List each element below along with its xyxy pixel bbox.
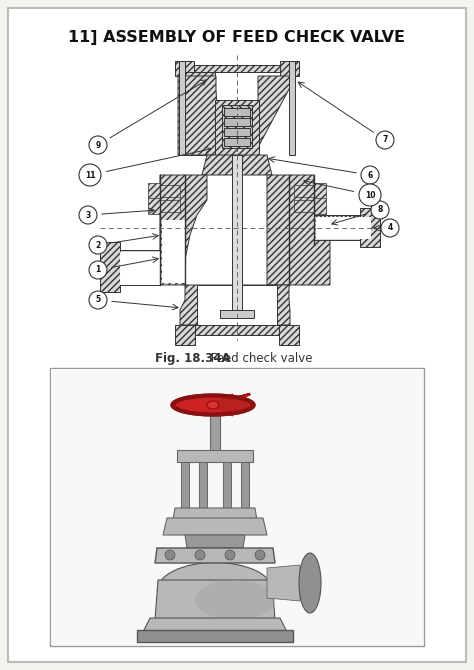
Text: 5: 5 — [95, 295, 100, 304]
Polygon shape — [267, 565, 300, 601]
Polygon shape — [175, 65, 299, 72]
Circle shape — [89, 236, 107, 254]
Circle shape — [225, 550, 235, 560]
Polygon shape — [180, 285, 290, 325]
Polygon shape — [199, 462, 207, 510]
Circle shape — [371, 201, 389, 219]
Polygon shape — [143, 618, 287, 632]
Polygon shape — [280, 61, 299, 76]
FancyBboxPatch shape — [8, 8, 466, 662]
Circle shape — [376, 131, 394, 149]
Text: 11: 11 — [85, 170, 95, 180]
Polygon shape — [279, 325, 299, 345]
Polygon shape — [220, 310, 254, 318]
Polygon shape — [294, 200, 319, 212]
Polygon shape — [241, 462, 249, 510]
Polygon shape — [224, 118, 250, 126]
Text: 8: 8 — [377, 206, 383, 214]
Polygon shape — [294, 185, 319, 197]
Polygon shape — [181, 462, 189, 510]
Circle shape — [255, 550, 265, 560]
Polygon shape — [148, 183, 160, 199]
Polygon shape — [162, 220, 184, 282]
Polygon shape — [185, 535, 245, 548]
Polygon shape — [215, 100, 259, 155]
Circle shape — [79, 206, 97, 224]
Polygon shape — [160, 175, 207, 285]
Circle shape — [89, 261, 107, 279]
Ellipse shape — [157, 563, 273, 618]
Ellipse shape — [171, 395, 255, 415]
Polygon shape — [210, 409, 220, 450]
Polygon shape — [232, 155, 242, 310]
Text: Feed check valve: Feed check valve — [207, 352, 312, 365]
Polygon shape — [155, 185, 180, 197]
Polygon shape — [267, 175, 330, 285]
Text: 3: 3 — [85, 210, 91, 220]
FancyBboxPatch shape — [51, 369, 423, 645]
Circle shape — [165, 550, 175, 560]
Polygon shape — [182, 72, 215, 155]
Polygon shape — [360, 208, 380, 247]
Polygon shape — [254, 76, 296, 155]
Circle shape — [359, 184, 381, 206]
Polygon shape — [222, 105, 252, 148]
Polygon shape — [314, 183, 326, 199]
Text: 4: 4 — [387, 224, 392, 232]
Polygon shape — [137, 630, 293, 642]
Polygon shape — [179, 61, 185, 155]
Polygon shape — [173, 508, 257, 520]
Ellipse shape — [195, 580, 275, 620]
Text: 10: 10 — [365, 190, 375, 200]
Circle shape — [361, 166, 379, 184]
Polygon shape — [178, 76, 220, 155]
Ellipse shape — [207, 401, 219, 409]
Polygon shape — [120, 252, 160, 284]
Polygon shape — [155, 580, 275, 620]
FancyBboxPatch shape — [50, 368, 424, 646]
Text: 1: 1 — [95, 265, 100, 275]
Circle shape — [195, 550, 205, 560]
Circle shape — [89, 136, 107, 154]
Circle shape — [89, 291, 107, 309]
Polygon shape — [223, 462, 231, 510]
Polygon shape — [316, 217, 370, 238]
Text: 11] ASSEMBLY OF FEED CHECK VALVE: 11] ASSEMBLY OF FEED CHECK VALVE — [69, 30, 405, 45]
Text: 6: 6 — [367, 170, 373, 180]
Polygon shape — [224, 138, 250, 146]
Polygon shape — [163, 518, 267, 535]
Polygon shape — [185, 325, 289, 335]
Text: 7: 7 — [383, 135, 388, 145]
Polygon shape — [177, 450, 253, 462]
Polygon shape — [155, 548, 275, 563]
Text: 2: 2 — [95, 241, 100, 249]
Polygon shape — [202, 155, 272, 175]
Polygon shape — [314, 215, 370, 240]
Polygon shape — [224, 128, 250, 136]
Polygon shape — [115, 250, 160, 285]
Polygon shape — [289, 61, 295, 155]
Polygon shape — [155, 200, 180, 212]
Text: Fig. 18.34A: Fig. 18.34A — [155, 352, 231, 365]
Polygon shape — [314, 198, 326, 214]
Circle shape — [381, 219, 399, 237]
Polygon shape — [148, 198, 160, 214]
Polygon shape — [175, 325, 195, 345]
Polygon shape — [175, 61, 194, 76]
Polygon shape — [224, 108, 250, 116]
Circle shape — [79, 164, 101, 186]
Polygon shape — [197, 285, 277, 325]
Polygon shape — [100, 242, 120, 292]
Ellipse shape — [299, 553, 321, 613]
Text: 9: 9 — [95, 141, 100, 149]
